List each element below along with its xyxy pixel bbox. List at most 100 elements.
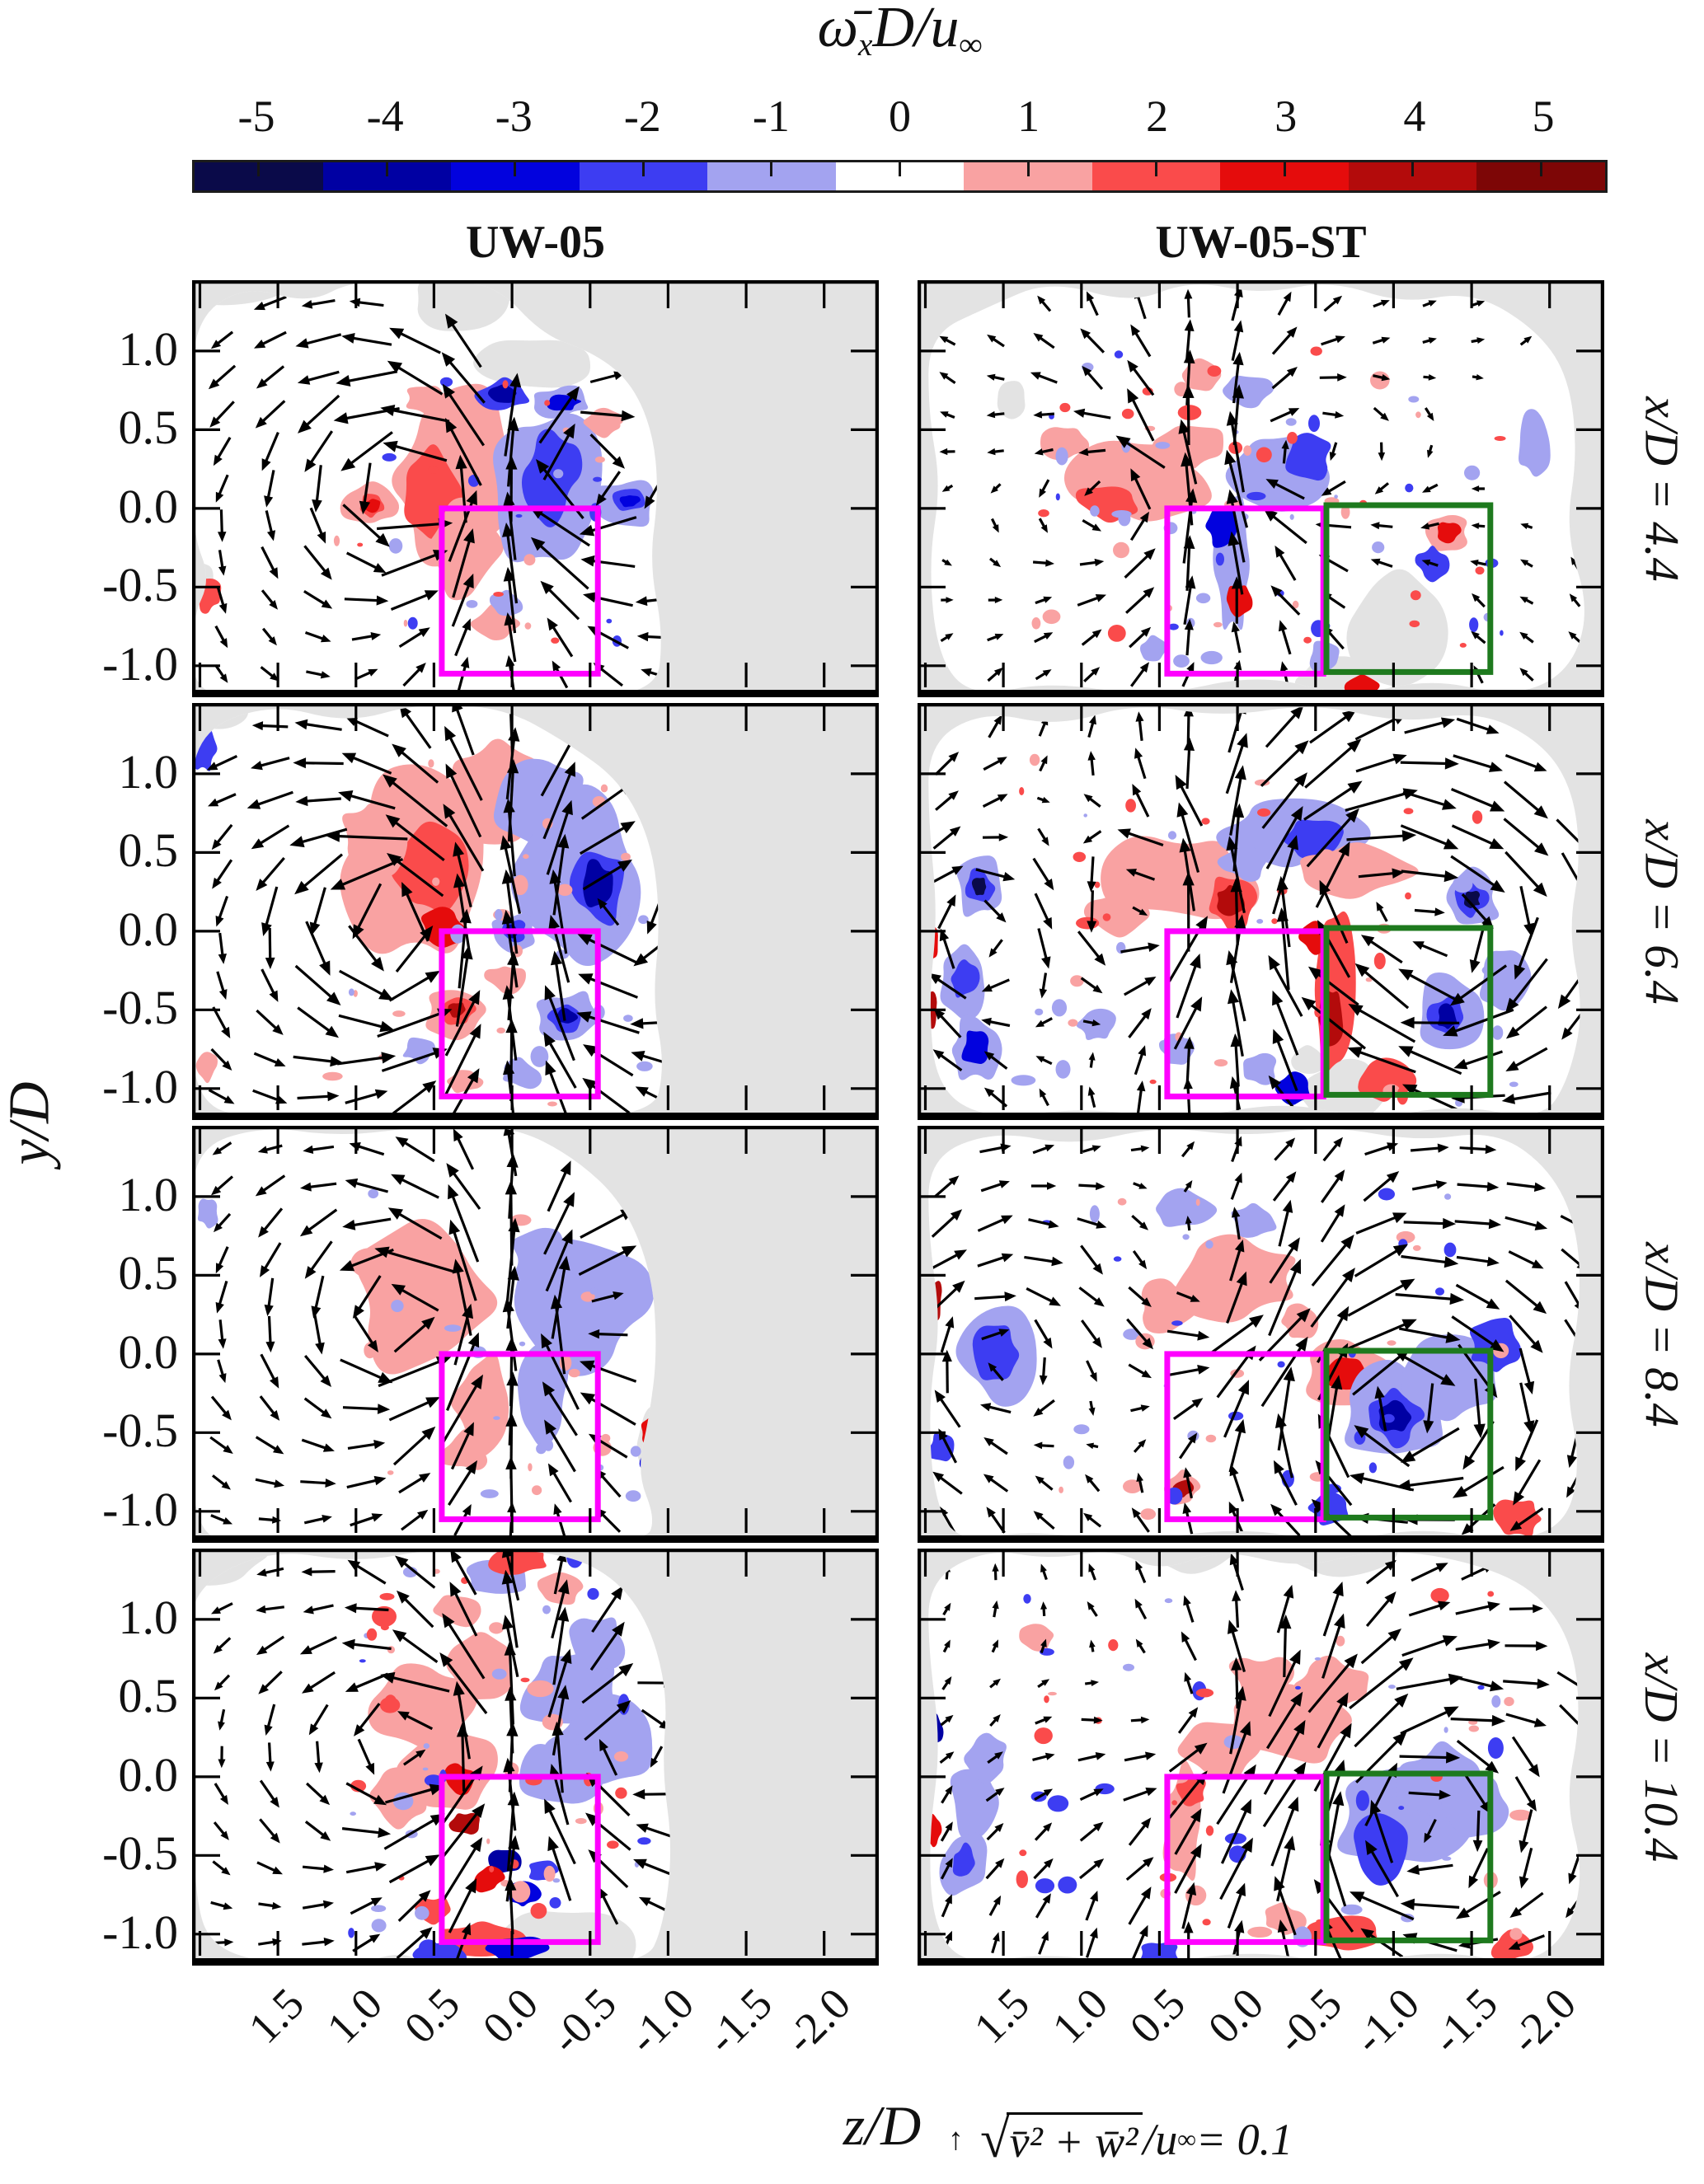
colorbar-tick-label: -5 [237,91,275,141]
colorbar-title-omega: ω̄ [817,0,859,59]
magenta-roi-box [439,1774,601,1945]
panel-uw-05-row2 [192,703,879,1120]
colorbar-tick-label: 1 [1017,91,1040,141]
colorbar-tick [1411,162,1415,176]
y-tick-label: 1.0 [118,321,179,376]
magenta-roi-box [1164,505,1326,677]
y-tick-label: 1.0 [118,744,179,799]
x-tick-label: 0.0 [473,1978,548,2053]
colorbar-tick [1026,162,1030,176]
legend-sqrt: √ [980,2109,1010,2169]
column-title-uw05: UW-05 [465,217,605,268]
x-axis-label: z/D [843,2094,922,2157]
magenta-roi-box [1164,1774,1326,1945]
y-tick-label: 1.0 [118,1167,179,1221]
x-tick-label: -1.5 [1422,1978,1508,2064]
y-tick-labels-row1: 1.0 0.5 0.0 -0.5 -1.0 [35,280,188,697]
green-roi-box [1323,925,1494,1098]
y-tick-label: 0.5 [118,1246,179,1301]
y-tick-label: -1.0 [102,1905,178,1959]
x-tick-label: 1.5 [965,1978,1040,2053]
panel-uw-05-st-row4 [918,1549,1604,1966]
x-tick-labels-col2: 1.5 1.0 0.5 0.0 -0.5 -1.0 -1.5 -2.0 [918,1970,1604,2097]
x-tick-label: -1.0 [618,1978,704,2064]
colorbar-tick-labels: -5 -4 -3 -2 -1 0 1 2 3 4 5 [192,91,1608,142]
legend-sub-inf: ∞ [1177,2125,1196,2154]
colorbar-title-sub-inf: ∞ [959,26,983,63]
colorbar-tick [514,162,517,176]
colorbar-title-mid: D/u [872,0,960,59]
y-tick-label: -0.5 [102,1404,178,1458]
colorbar-title-sub-x: x [858,26,873,63]
colorbar-tick-label: -3 [495,91,533,141]
x-tick-label: -0.5 [541,1978,626,2064]
magenta-roi-box [439,928,601,1099]
y-tick-label: -0.5 [102,1826,178,1881]
y-tick-label: 0.5 [118,823,179,878]
colorbar-tick [770,162,773,176]
x-tick-label: -1.0 [1344,1978,1429,2064]
y-tick-labels-row4: 1.0 0.5 0.0 -0.5 -1.0 [35,1549,188,1966]
panel-uw-05-row1 [192,280,879,697]
y-tick-label: -0.5 [102,558,178,612]
colorbar-tick [899,162,901,176]
row-label-text: x/D = 6.4 [1635,818,1689,1005]
column-title-uw05st: UW-05-ST [1155,217,1367,268]
row-label-xd: x/D = 6.4 [1622,703,1702,1120]
panel-uw-05-st-row3 [918,1126,1604,1543]
panel-uw-05-row3 [192,1126,879,1543]
y-tick-label: 1.0 [118,1590,179,1644]
x-tick-label: 1.0 [1042,1978,1117,2053]
legend-radicand: v̄² + w̄² [1006,2111,1143,2168]
colorbar-tick-label: 4 [1403,91,1426,141]
x-tick-label: 1.0 [317,1978,392,2053]
x-tick-label: 1.5 [239,1978,314,2053]
colorbar-tick-label: -4 [366,91,404,141]
row-label-xd: x/D = 4.4 [1622,280,1702,697]
y-tick-label: 0.5 [118,1669,179,1723]
green-roi-box [1323,1770,1494,1943]
row-label-text: x/D = 4.4 [1635,396,1689,582]
y-tick-label: 0.0 [118,1324,179,1379]
y-tick-label: -1.0 [102,1059,178,1113]
colorbar-tick [641,162,645,176]
magenta-roi-box [1164,928,1326,1099]
colorbar-tick-label: 0 [889,91,911,141]
panel-uw-05-st-row1 [918,280,1604,697]
colorbar-tick-label: -2 [623,91,661,141]
panel-uw-05-st-row2 [918,703,1604,1120]
colorbar-tick-label: 2 [1146,91,1169,141]
colorbar [192,160,1608,193]
panel-uw-05-row4 [192,1549,879,1966]
y-tick-label: -1.0 [102,1482,178,1536]
colorbar-tick-label: -1 [752,91,790,141]
row-label-xd: x/D = 10.4 [1622,1549,1702,1966]
reference-arrow-icon: ↑ [948,2122,964,2157]
x-tick-label: -1.5 [697,1978,782,2064]
green-roi-box [1323,502,1494,675]
colorbar-tick [385,162,388,176]
magenta-roi-box [1164,1351,1326,1522]
legend-value: = 0.1 [1195,2115,1293,2164]
x-tick-labels-col1: 1.5 1.0 0.5 0.0 -0.5 -1.0 -1.5 -2.0 [192,1970,879,2097]
colorbar-tick [1155,162,1158,176]
colorbar-tick [1283,162,1286,176]
green-roi-box [1323,1347,1494,1521]
y-tick-label: -1.0 [102,636,178,691]
y-tick-label: -0.5 [102,981,178,1035]
x-tick-label: -2.0 [774,1978,860,2064]
y-tick-label: 0.0 [118,902,179,956]
x-tick-label: 0.5 [1120,1978,1195,2053]
row-label-xd: x/D = 8.4 [1622,1126,1702,1543]
magenta-roi-box [439,505,601,677]
colorbar-title: ω̄xD/u∞ [192,0,1608,81]
y-tick-labels-row2: 1.0 0.5 0.0 -0.5 -1.0 [35,703,188,1120]
row-label-text: x/D = 8.4 [1635,1241,1689,1427]
vector-scale-legend: ↑ √ v̄² + w̄² /u ∞ = 0.1 [948,2098,1293,2181]
y-tick-label: 0.5 [118,401,179,455]
magenta-roi-box [439,1351,601,1522]
x-tick-label: -0.5 [1266,1978,1351,2064]
row-label-text: x/D = 10.4 [1635,1652,1689,1862]
colorbar-tick [1539,162,1542,176]
